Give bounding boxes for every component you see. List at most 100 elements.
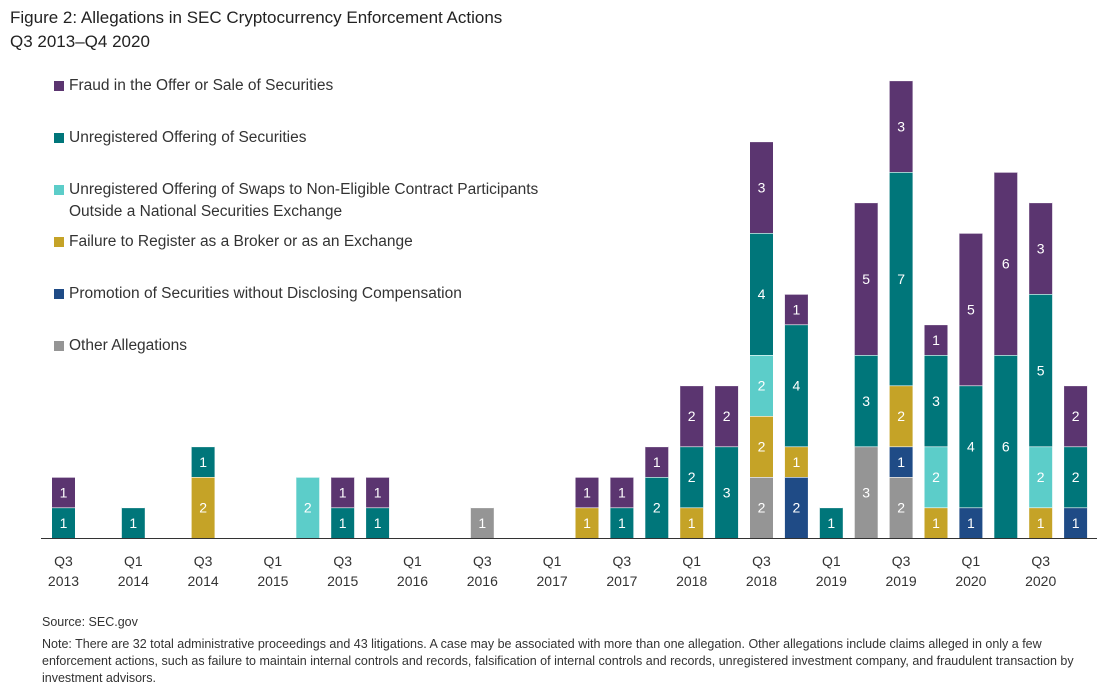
bar-segment-swaps-29: [1029, 446, 1053, 508]
bar-segment-failure-to-register-22: [784, 446, 808, 477]
data-label-fraud-27: 5: [967, 301, 975, 317]
bar-segment-other-25: [889, 477, 913, 538]
chart-title-line-2: Q3 2013–Q4 2020: [10, 32, 150, 51]
bar-segment-fraud-10: [366, 477, 390, 508]
x-tick-label-quarter: Q1: [264, 553, 283, 569]
x-tick-label-quarter: Q1: [682, 553, 701, 569]
bar-segment-fraud-26: [924, 324, 948, 355]
bar-segment-failure-to-register-16: [575, 507, 599, 538]
data-label-unregistered-offering-28: 6: [1002, 439, 1010, 455]
data-label-other-25: 2: [897, 500, 905, 516]
data-label-promotion-27: 1: [967, 515, 975, 531]
data-label-unregistered-offering-18: 2: [653, 500, 661, 516]
data-label-unregistered-offering-30: 2: [1072, 469, 1080, 485]
bar-segment-fraud-28: [994, 172, 1018, 355]
bar-segment-failure-to-register-29: [1029, 507, 1053, 538]
x-tick-label-quarter: Q1: [403, 553, 422, 569]
data-label-unregistered-offering-10: 1: [374, 515, 382, 531]
data-label-fraud-25: 3: [897, 118, 905, 134]
data-label-fraud-21: 3: [758, 179, 766, 195]
x-tick-label-year: 2017: [537, 573, 568, 589]
data-label-failure-to-register-22: 1: [793, 454, 801, 470]
bar-segment-unregistered-offering-3: [121, 507, 145, 538]
bar-segment-unregistered-offering-5: [191, 446, 215, 477]
bar-segment-fraud-16: [575, 477, 599, 508]
data-label-swaps-8: 2: [304, 500, 312, 516]
legend-item-fraud: Fraud in the Offer or Sale of Securities: [54, 75, 333, 97]
bar-segment-fraud-19: [680, 385, 704, 447]
x-tick-label-quarter: Q1: [124, 553, 143, 569]
x-tick-label-year: 2019: [816, 573, 847, 589]
legend-label-unregistered-offering: Unregistered Offering of Securities: [69, 129, 307, 146]
bar-segment-unregistered-offering-10: [366, 507, 390, 538]
data-label-fraud-10: 1: [374, 484, 382, 500]
data-label-unregistered-offering-5: 1: [199, 454, 207, 470]
bar-segment-fraud-27: [959, 233, 983, 386]
legend-swatch-promotion: [54, 289, 64, 299]
x-tick-label-quarter: Q3: [473, 553, 492, 569]
bar-segment-failure-to-register-26: [924, 507, 948, 538]
legend-item-unregistered-offering: Unregistered Offering of Securities: [54, 127, 307, 149]
data-label-unregistered-offering-19: 2: [688, 469, 696, 485]
data-label-unregistered-offering-20: 3: [723, 484, 731, 500]
bar-segment-fraud-22: [784, 294, 808, 325]
data-label-unregistered-offering-27: 4: [967, 439, 975, 455]
bar-segment-failure-to-register-19: [680, 507, 704, 538]
bar-segment-failure-to-register-25: [889, 385, 913, 447]
legend-label-promotion: Promotion of Securities without Disclosi…: [69, 285, 462, 302]
bar-segment-failure-to-register-5: [191, 477, 215, 538]
legend-item-failure-to-register: Failure to Register as a Broker or as an…: [54, 231, 413, 253]
bar-segment-unregistered-offering-22: [784, 324, 808, 447]
data-label-swaps-26: 2: [932, 469, 940, 485]
bar-segment-unregistered-offering-26: [924, 355, 948, 447]
legend-swatch-failure-to-register: [54, 237, 64, 247]
data-label-unregistered-offering-26: 3: [932, 393, 940, 409]
bar-segment-unregistered-offering-25: [889, 172, 913, 386]
bar-segment-promotion-25: [889, 446, 913, 477]
bar-segment-promotion-22: [784, 477, 808, 538]
x-tick-label-quarter: Q1: [962, 553, 981, 569]
x-tick-label-year: 2019: [886, 573, 917, 589]
bar-segment-unregistered-offering-17: [610, 507, 634, 538]
bar-segment-fraud-24: [854, 202, 878, 355]
data-label-other-24: 3: [862, 484, 870, 500]
x-tick-label-quarter: Q3: [333, 553, 352, 569]
bar-segment-fraud-20: [715, 385, 739, 447]
data-label-failure-to-register-19: 1: [688, 515, 696, 531]
x-tick-label-year: 2016: [467, 573, 498, 589]
legend-label-fraud: Fraud in the Offer or Sale of Securities: [69, 77, 334, 94]
x-tick-label-quarter: Q3: [892, 553, 911, 569]
bar-segment-unregistered-offering-20: [715, 446, 739, 538]
data-label-fraud-20: 2: [723, 408, 731, 424]
data-label-unregistered-offering-9: 1: [339, 515, 347, 531]
data-label-fraud-30: 2: [1072, 408, 1080, 424]
data-label-failure-to-register-21: 2: [758, 439, 766, 455]
data-label-unregistered-offering-21: 4: [758, 286, 766, 302]
data-label-swaps-21: 2: [758, 378, 766, 394]
data-label-other-13: 1: [478, 515, 486, 531]
data-label-fraud-26: 1: [932, 332, 940, 348]
bar-segment-unregistered-offering-29: [1029, 294, 1053, 447]
x-tick-label-quarter: Q3: [54, 553, 73, 569]
legend-item-other: Other Allegations: [54, 335, 187, 357]
data-label-failure-to-register-26: 1: [932, 515, 940, 531]
bar-segment-unregistered-offering-21: [750, 233, 773, 355]
bar-segment-failure-to-register-21: [750, 416, 773, 477]
x-tick-label-year: 2020: [955, 573, 986, 589]
data-label-promotion-22: 2: [793, 500, 801, 516]
legend-label-swaps: Unregistered Offering of Swaps to Non-El…: [69, 181, 539, 220]
data-label-fraud-18: 1: [653, 454, 661, 470]
bar-segment-fraud-17: [610, 477, 634, 508]
bar-segment-promotion-27: [959, 507, 983, 538]
data-label-failure-to-register-29: 1: [1037, 515, 1045, 531]
data-label-fraud-1: 1: [60, 484, 68, 500]
x-tick-label-year: 2013: [48, 573, 79, 589]
data-label-fraud-16: 1: [583, 484, 591, 500]
bar-segment-unregistered-offering-27: [959, 385, 983, 508]
data-label-unregistered-offering-22: 4: [793, 378, 801, 394]
data-label-fraud-19: 2: [688, 408, 696, 424]
data-label-fraud-24: 5: [862, 271, 870, 287]
x-tick-label-year: 2020: [1025, 573, 1056, 589]
bar-segment-unregistered-offering-18: [645, 477, 669, 538]
